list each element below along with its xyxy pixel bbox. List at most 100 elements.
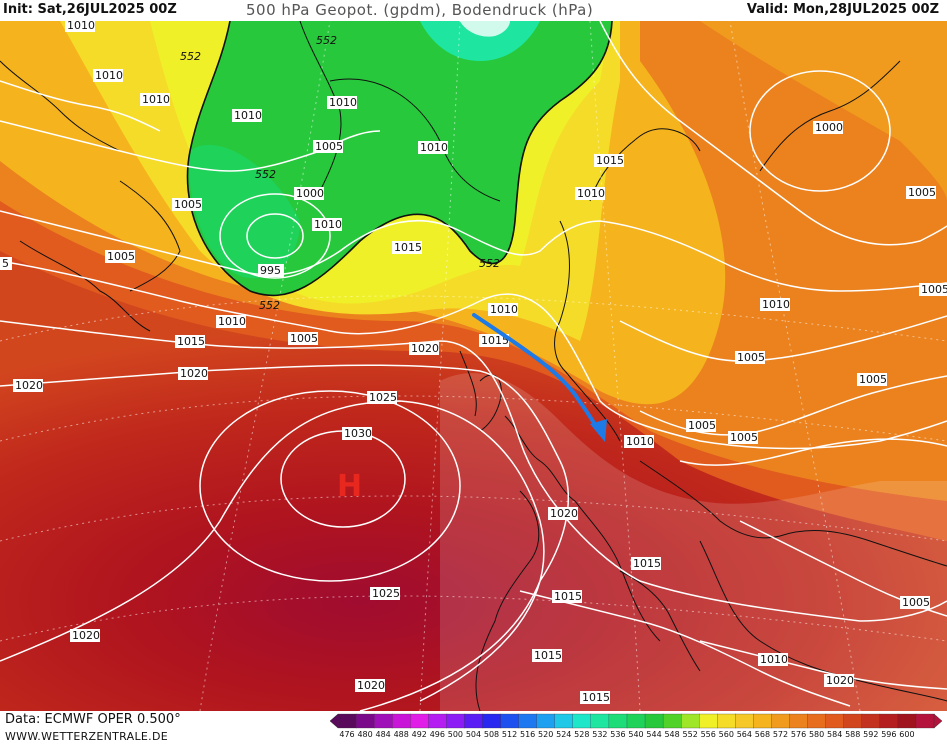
svg-text:1010: 1010 — [420, 141, 448, 154]
colorbar-tick-label: 516 — [519, 730, 536, 739]
svg-text:1020: 1020 — [826, 674, 854, 687]
svg-text:5: 5 — [2, 257, 9, 270]
isobar-label: 1005 — [906, 186, 936, 199]
isobar-label: 1015 — [532, 649, 562, 662]
colorbar-tick-label: 584 — [827, 730, 843, 739]
colorbar-swatch — [373, 713, 393, 729]
isobar-label: 1000 — [813, 121, 843, 134]
colorbar-swatch — [843, 713, 863, 729]
svg-text:1005: 1005 — [174, 198, 202, 211]
isobar-label: 1015 — [631, 557, 661, 570]
colorbar-swatch — [464, 713, 484, 729]
isobar-label: 1020 — [355, 679, 385, 692]
isobar-label: 1010 — [488, 303, 518, 316]
colorbar-swatch — [554, 713, 574, 729]
svg-text:1025: 1025 — [369, 391, 397, 404]
colorbar-tick-label: 500 — [447, 730, 464, 739]
svg-text:1000: 1000 — [815, 121, 843, 134]
isobar-label: 1025 — [367, 391, 397, 404]
flow-arrow — [472, 313, 607, 442]
svg-text:1005: 1005 — [315, 140, 343, 153]
isobar-label: 1015 — [552, 590, 582, 603]
colorbar-swatch — [879, 713, 899, 729]
geopotential-label: 552 — [255, 168, 276, 181]
isobar-label: 1005 — [728, 431, 758, 444]
colorbar-swatch — [699, 713, 718, 729]
svg-text:1015: 1015 — [582, 691, 610, 704]
colorbar-tick-labels: 476 480 484 488 492 496 500 504 508 512 516 520 524 5… — [338, 730, 943, 744]
colorbar-swatch — [428, 713, 448, 729]
colorbar-tick-label: 560 — [718, 730, 734, 739]
isobar-label: 1010 — [93, 69, 123, 82]
contour-band-core — [460, 21, 510, 37]
svg-text:1020: 1020 — [550, 507, 578, 520]
isobar-label: 1025 — [370, 587, 400, 600]
colorbar-swatch — [897, 713, 917, 729]
contour-band-572-east — [700, 21, 947, 201]
colorbar-swatch — [735, 713, 755, 729]
svg-text:1020: 1020 — [357, 679, 385, 692]
isobar-label: 1010 — [624, 435, 654, 448]
colorbar-tick-label: 592 — [863, 730, 879, 739]
svg-text:1015: 1015 — [394, 241, 422, 254]
contour-552 — [186, 21, 613, 297]
svg-text:1010: 1010 — [95, 69, 123, 82]
colorbar-swatch — [807, 713, 827, 729]
geopotential-label: 552 — [479, 257, 500, 270]
init-time-label: Init: Sat,26JUL2025 00Z — [3, 2, 177, 17]
colorbar-tick-label: 548 — [664, 730, 680, 739]
isobar-label: 1005 — [900, 596, 930, 609]
svg-text:1005: 1005 — [107, 250, 135, 263]
svg-text:1010: 1010 — [490, 303, 518, 316]
isobar-label: 1020 — [409, 342, 439, 355]
isobar-label: 1005 — [857, 373, 887, 386]
map-footer: Data: ECMWF OPER 0.500° WWW.WETTERZENTRA… — [0, 711, 947, 749]
isobar-label: 1020 — [178, 367, 208, 380]
colorbar-swatch — [717, 713, 736, 729]
colorbar-max-arrow — [933, 713, 942, 729]
svg-text:1000: 1000 — [296, 187, 324, 200]
isobar-label: 1005 — [105, 250, 135, 263]
isobar-label: 1015 — [479, 334, 509, 347]
colorbar-swatch — [572, 713, 592, 729]
colorbar-swatch — [608, 713, 628, 729]
high-pressure-marker: H — [337, 469, 362, 504]
colorbar-swatch — [753, 713, 773, 729]
colorbar-swatch — [626, 713, 646, 729]
isobar-label: 1015 — [175, 335, 205, 348]
colorbar-swatch — [500, 713, 520, 729]
isobar-label: 1015 — [392, 241, 422, 254]
svg-text:1010: 1010 — [626, 435, 654, 448]
colorbar-tick-label: 568 — [754, 730, 771, 739]
geopotential-label: 552 — [259, 299, 280, 312]
colorbar-tick-label: 484 — [375, 730, 391, 739]
colorbar-swatch — [771, 713, 791, 729]
isobar-label: 5 — [0, 257, 12, 270]
isobar-label: 1020 — [13, 379, 43, 392]
geopotential-labels: 552 552 552 552 552 — [180, 34, 500, 312]
colorbar-swatch — [337, 713, 357, 729]
isobar-label: 1020 — [824, 674, 854, 687]
colorbar-swatch — [861, 713, 881, 729]
svg-text:995: 995 — [260, 264, 281, 277]
colorbar-swatch — [590, 713, 610, 729]
svg-text:1010: 1010 — [142, 93, 170, 106]
isobar-label: 1010 — [327, 96, 357, 109]
isobar-label: 1005 — [919, 283, 947, 296]
colorbar-swatch — [410, 713, 429, 729]
svg-text:1015: 1015 — [596, 154, 624, 167]
svg-text:1025: 1025 — [372, 587, 400, 600]
svg-text:1010: 1010 — [577, 187, 605, 200]
isobar-label: 1005 — [288, 332, 318, 345]
colorbar-swatch — [392, 713, 411, 729]
colorbar-tick-label: 556 — [700, 730, 716, 739]
isobar-label: 1015 — [580, 691, 610, 704]
isobar-labels: 1010 1010 1010 1010 1010 1010 1010 1010 … — [0, 21, 947, 704]
isobar-label: 1010 — [758, 653, 788, 666]
colorbar-tick-label: 492 — [411, 730, 427, 739]
svg-text:1015: 1015 — [481, 334, 509, 347]
colorbar-tick-label: 544 — [646, 730, 662, 739]
colorbar-swatch — [915, 713, 935, 729]
colorbar-swatch — [662, 713, 682, 729]
svg-text:1010: 1010 — [234, 109, 262, 122]
